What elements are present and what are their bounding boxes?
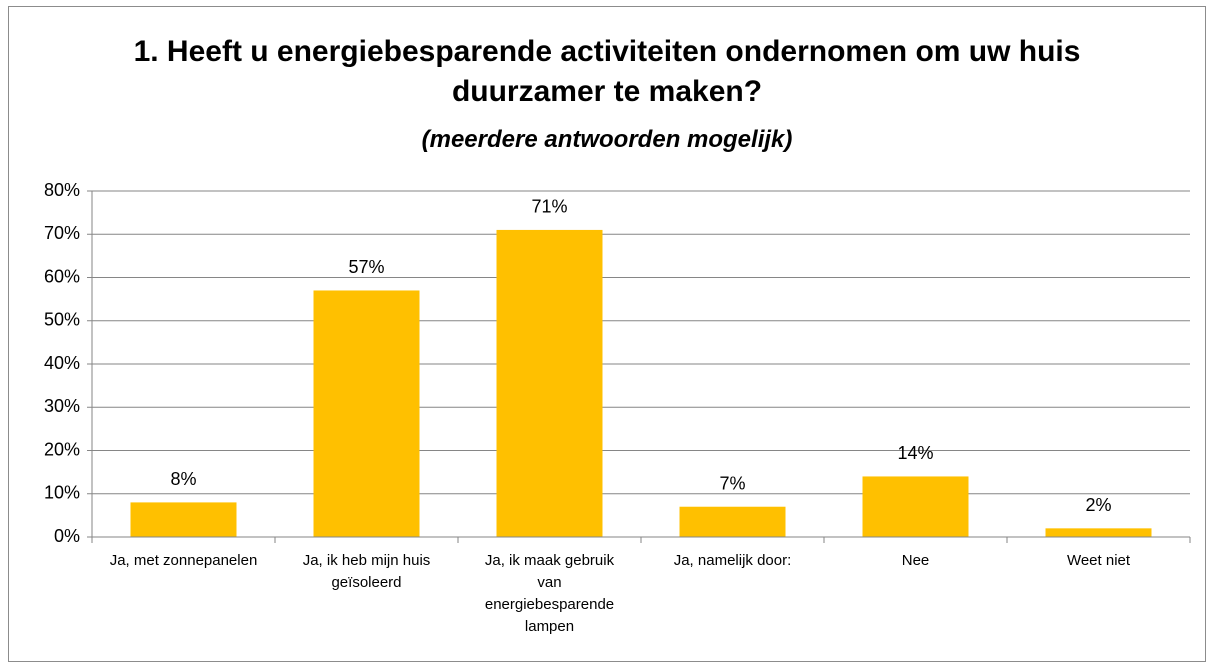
bar <box>862 476 969 537</box>
data-label: 71% <box>531 197 567 217</box>
y-tick-label: 20% <box>44 439 80 459</box>
data-label: 8% <box>170 469 196 489</box>
data-label: 7% <box>719 473 745 493</box>
chart-frame <box>8 6 1206 662</box>
y-tick-label: 10% <box>44 483 80 503</box>
x-tick-label: Ja, ik maak gebruik van energiebesparend… <box>484 552 615 635</box>
data-label: 2% <box>1085 495 1111 515</box>
data-label: 57% <box>348 257 384 277</box>
bar <box>1045 528 1152 537</box>
y-tick-label: 70% <box>44 223 80 243</box>
y-tick-label: 30% <box>44 396 80 416</box>
x-tick-label: Nee <box>901 552 930 569</box>
y-tick-label: 50% <box>44 310 80 330</box>
bar <box>313 290 420 537</box>
data-label: 14% <box>897 443 933 463</box>
bar <box>679 506 786 537</box>
x-tick-label: Ja, namelijk door: <box>673 552 792 569</box>
y-tick-label: 0% <box>54 526 80 546</box>
y-tick-label: 40% <box>44 353 80 373</box>
bar <box>496 229 603 538</box>
x-tick-label: Weet niet <box>1066 552 1131 569</box>
y-tick-label: 60% <box>44 266 80 286</box>
x-tick-label: Ja, ik heb mijn huis geïsoleerd <box>302 552 431 591</box>
chart-title: 1. Heeft u energiebesparende activiteite… <box>133 35 1081 108</box>
y-tick-label: 80% <box>44 180 80 200</box>
x-tick-label: Ja, met zonnepanelen <box>109 552 258 569</box>
bar <box>130 502 237 537</box>
chart-subtitle: (meerdere antwoorden mogelijk) <box>421 126 793 153</box>
